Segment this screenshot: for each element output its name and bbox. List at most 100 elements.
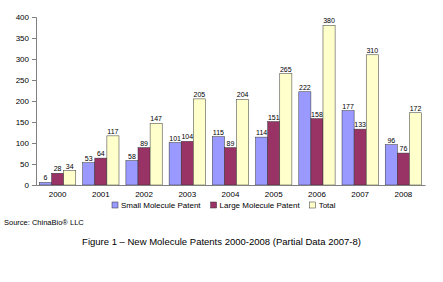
series-bars <box>64 25 422 185</box>
tick: 2004 <box>222 190 240 199</box>
series-bars <box>52 119 410 185</box>
tick-mark <box>32 185 36 186</box>
data-label: 58 <box>128 153 136 160</box>
tick-label: 2006 <box>308 190 326 199</box>
bar <box>107 136 119 185</box>
tick: 0 <box>25 181 36 190</box>
tick-label: 400 <box>16 13 30 22</box>
bar <box>212 137 224 185</box>
bar <box>64 171 76 185</box>
legend-label: Large Molecule Patent <box>220 201 301 210</box>
bar <box>385 145 397 185</box>
data-label: 64 <box>97 150 105 157</box>
data-label: 222 <box>299 84 311 91</box>
tick: 300 <box>16 55 36 64</box>
bar <box>169 143 181 185</box>
tick: 200 <box>16 97 36 106</box>
bar <box>342 111 354 185</box>
bar <box>224 148 236 185</box>
data-label: 204 <box>237 91 249 98</box>
bar <box>256 137 268 185</box>
data-label: 89 <box>227 140 235 147</box>
tick-label: 2005 <box>265 190 283 199</box>
legend-swatch <box>310 202 316 208</box>
tick-label: 150 <box>16 118 30 127</box>
data-label: 117 <box>107 128 118 135</box>
data-label: 265 <box>280 66 292 73</box>
legend-swatch <box>112 202 118 208</box>
bar <box>409 113 421 185</box>
bar <box>237 99 249 185</box>
x-axis: 2000 2001 2002 2003 2004 2005 2006 2007 2008 <box>37 186 426 199</box>
data-label: 115 <box>213 129 224 136</box>
data-label: 158 <box>311 111 323 118</box>
tick-label: 350 <box>16 34 30 43</box>
tick: 2006 <box>308 190 326 199</box>
legend-swatch <box>211 202 217 208</box>
legend-item: Large Molecule Patent <box>211 201 301 210</box>
data-label: 6 <box>44 174 48 181</box>
tick-label: 2004 <box>222 190 240 199</box>
tick-mark <box>32 143 36 144</box>
tick: 2001 <box>92 190 110 199</box>
tick-label: 2003 <box>178 190 196 199</box>
bar <box>138 148 150 185</box>
data-label: 151 <box>268 114 280 121</box>
data-label: 205 <box>194 91 206 98</box>
tick-label: 2001 <box>92 190 110 199</box>
series-bars <box>39 92 397 185</box>
tick: 2000 <box>49 190 67 199</box>
bar <box>95 158 107 185</box>
tick-mark <box>32 59 36 60</box>
tick: 2003 <box>178 190 196 199</box>
tick: 100 <box>16 139 36 148</box>
tick-label: 2002 <box>135 190 153 199</box>
tick-label: 200 <box>16 97 30 106</box>
tick: 2007 <box>351 190 369 199</box>
tick-label: 0 <box>25 181 30 190</box>
tick-mark <box>32 80 36 81</box>
bar <box>299 92 311 185</box>
legend-item: Small Molecule Patent <box>112 201 201 210</box>
tick: 350 <box>16 34 36 43</box>
tick: 2008 <box>394 190 412 199</box>
bar <box>366 55 378 185</box>
bar <box>150 123 162 185</box>
bar <box>193 99 205 185</box>
bar <box>83 163 95 185</box>
bars <box>39 25 421 185</box>
tick-label: 2007 <box>351 190 369 199</box>
legend-label: Total <box>319 201 336 210</box>
tick: 150 <box>16 118 36 127</box>
bar <box>181 141 193 185</box>
bar <box>323 25 335 185</box>
axis-line <box>32 18 37 186</box>
tick-label: 250 <box>16 76 30 85</box>
source-note: Source: ChinaBio® LLC <box>4 218 84 227</box>
data-label: 76 <box>399 145 407 152</box>
tick-mark <box>32 38 36 39</box>
tick-label: 300 <box>16 55 30 64</box>
tick-mark <box>32 101 36 102</box>
data-label: 53 <box>85 155 93 162</box>
tick-label: 100 <box>16 139 30 148</box>
axis-line <box>37 185 426 186</box>
tick-label: 50 <box>20 160 29 169</box>
data-label: 172 <box>410 105 422 112</box>
bar <box>354 129 366 185</box>
chart: 6535810111511422217796286489104891511581… <box>0 0 443 282</box>
tick-mark <box>32 122 36 123</box>
bar <box>311 119 323 185</box>
tick-label: 2000 <box>49 190 67 199</box>
data-label: 114 <box>256 129 267 136</box>
legend-item: Total <box>310 201 336 210</box>
bar <box>397 153 409 185</box>
data-label: 310 <box>366 47 378 54</box>
bar <box>126 161 138 185</box>
y-axis: 0 50 100 150 200 250 300 350 400 <box>16 13 37 190</box>
data-label: 133 <box>354 121 366 128</box>
data-label: 380 <box>323 17 335 24</box>
caption: Figure 1 – New Molecule Patents 2000-200… <box>82 236 361 247</box>
tick: 2005 <box>265 190 283 199</box>
legend-label: Small Molecule Patent <box>121 201 201 210</box>
